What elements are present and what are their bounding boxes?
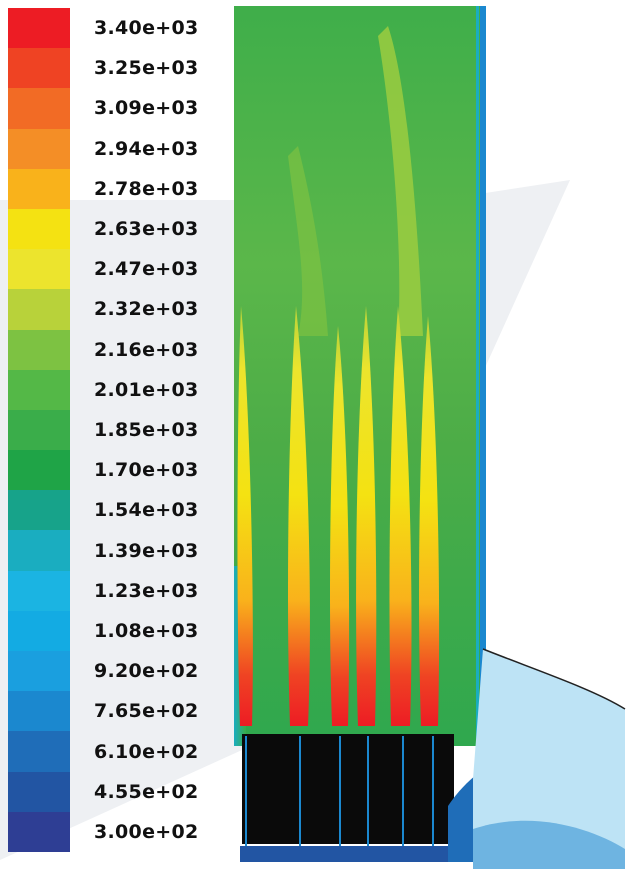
colorbar-swatch bbox=[8, 289, 70, 331]
colorbar-tick-label: 6.10e+02 bbox=[94, 740, 199, 763]
flame-1 bbox=[237, 306, 253, 726]
colorbar-tick-label: 1.54e+03 bbox=[94, 499, 199, 522]
colorbar-swatch bbox=[8, 88, 70, 130]
flame-4 bbox=[356, 306, 377, 726]
upper-plume bbox=[378, 26, 423, 336]
colorbar-tick-label: 2.63e+03 bbox=[94, 218, 199, 241]
colorbar-swatch bbox=[8, 128, 70, 170]
colorbar-tick-label: 3.40e+03 bbox=[94, 17, 199, 40]
colorbar-swatch bbox=[8, 450, 70, 491]
flame-6 bbox=[419, 316, 440, 726]
right-wall bbox=[480, 6, 486, 756]
colorbar-swatch bbox=[8, 731, 70, 773]
colorbar-swatch bbox=[8, 8, 70, 49]
colorbar bbox=[8, 8, 70, 853]
upper-plume-2 bbox=[288, 146, 328, 336]
colorbar-swatch bbox=[8, 249, 70, 290]
colorbar-tick-label: 4.55e+02 bbox=[94, 780, 199, 803]
colorbar-tick-label: 1.85e+03 bbox=[94, 419, 199, 441]
flame-3 bbox=[330, 326, 350, 726]
colorbar-swatch bbox=[8, 168, 70, 210]
duct-outline bbox=[482, 648, 626, 710]
colorbar-swatch bbox=[8, 691, 70, 732]
colorbar-tick-label: 1.39e+03 bbox=[94, 539, 199, 562]
burner-bank bbox=[242, 734, 454, 844]
right-wall-inner bbox=[476, 6, 479, 756]
colorbar-tick-label: 1.70e+03 bbox=[94, 459, 199, 482]
colorbar-tick-label: 3.09e+03 bbox=[94, 97, 199, 120]
flame-2 bbox=[288, 306, 310, 726]
flame-5 bbox=[389, 306, 412, 726]
exhaust-duct-outline bbox=[473, 648, 626, 869]
colorbar-swatch bbox=[8, 490, 70, 531]
colorbar-swatch bbox=[8, 651, 70, 692]
colorbar-swatch bbox=[8, 530, 70, 572]
colorbar-swatch bbox=[8, 771, 70, 813]
colorbar-swatch bbox=[8, 369, 70, 411]
colorbar-tick-label: 9.20e+02 bbox=[94, 660, 199, 683]
colorbar-swatch bbox=[8, 811, 70, 853]
colorbar-tick-label: 2.32e+03 bbox=[94, 298, 199, 321]
duct-interior bbox=[473, 649, 625, 869]
colorbar-tick-label: 2.94e+03 bbox=[94, 137, 199, 160]
temperature-contour-plot bbox=[234, 6, 490, 862]
colorbar-tick-label: 2.16e+03 bbox=[94, 338, 199, 361]
colorbar-tick-label: 2.01e+03 bbox=[94, 378, 199, 401]
colorbar-swatch bbox=[8, 48, 70, 89]
colorbar-tick-label: 2.78e+03 bbox=[94, 177, 199, 200]
colorbar-tick-label: 1.08e+03 bbox=[94, 619, 199, 642]
colorbar-tick-label: 3.25e+03 bbox=[94, 57, 199, 80]
colorbar-tick-label: 3.00e+02 bbox=[94, 820, 199, 843]
duct-shading bbox=[473, 820, 625, 869]
colorbar-tick-label: 1.23e+03 bbox=[94, 579, 199, 602]
colorbar-tick-label: 2.47e+03 bbox=[94, 258, 199, 281]
burner-tubes bbox=[245, 736, 434, 851]
colorbar-tick-label: 7.65e+02 bbox=[94, 700, 199, 723]
colorbar-swatch bbox=[8, 610, 70, 652]
colorbar-swatch bbox=[8, 329, 70, 371]
colorbar-swatch bbox=[8, 570, 70, 612]
flame-group bbox=[237, 306, 440, 726]
colorbar-swatch bbox=[8, 409, 70, 451]
colorbar-swatch bbox=[8, 208, 70, 250]
